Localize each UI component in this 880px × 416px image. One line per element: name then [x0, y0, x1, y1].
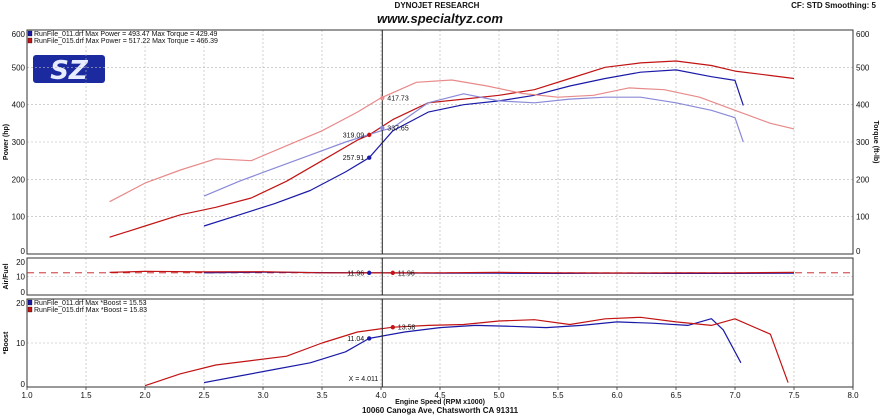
sz-logo: SZ: [33, 55, 105, 86]
y-tick-label: 0: [21, 380, 26, 389]
data-marker: [390, 270, 395, 276]
marker-label: 337.65: [387, 125, 409, 132]
legend-swatch: [27, 37, 33, 44]
sz-logo-text: SZ: [50, 56, 89, 86]
series-line: [109, 270, 795, 274]
y-axis-label: Air/Fuel: [3, 263, 10, 289]
y-tick-label: 600: [12, 30, 26, 39]
y-tick-label: 0: [21, 288, 26, 297]
header-title: DYNOJET RESEARCH: [395, 1, 480, 10]
data-marker: [380, 125, 385, 131]
header-url[interactable]: www.specialtyz.com: [377, 11, 503, 26]
legend-entry: RunFile_015.drf Max *Boost = 15.83: [34, 307, 147, 314]
y-tick-label-right: 300: [856, 138, 870, 147]
data-marker: [367, 132, 372, 138]
header-cf: CF: STD Smoothing: 5: [791, 1, 876, 10]
y-tick-label-right: 100: [856, 213, 870, 222]
panel-frame: [26, 29, 854, 255]
y-tick-label: 10: [16, 339, 25, 348]
data-marker: [367, 270, 372, 276]
y-axis-label-right: Torque (ft-lb): [872, 120, 879, 163]
y-tick-label: 500: [12, 63, 26, 72]
x-tick-label: 7.0: [729, 391, 741, 400]
y-tick-label-right: 0: [856, 247, 861, 256]
x-axis-label: Engine Speed (RPM x1000): [395, 399, 485, 406]
data-marker: [380, 95, 385, 101]
x-tick-label: 5.0: [493, 391, 505, 400]
y-tick-label: 20: [16, 299, 25, 308]
cursor-value-label: X = 4.011: [349, 376, 379, 383]
y-axis-label: *Boost: [3, 331, 10, 354]
series-line: [109, 79, 795, 203]
series-line: [203, 69, 744, 227]
legend-entry: RunFile_011.drf Max *Boost = 15.53: [34, 300, 147, 307]
legend-swatch: [27, 306, 33, 313]
y-tick-label: 10: [16, 273, 25, 282]
legend-entry: RunFile_011.drf Max Power = 493.47 Max T…: [34, 31, 218, 38]
marker-label: 11.04: [347, 336, 364, 343]
x-tick-label: 5.5: [552, 391, 564, 400]
y-tick-label: 300: [12, 138, 26, 147]
series-line: [203, 318, 742, 384]
series-line: [203, 93, 744, 197]
x-tick-label: 4.0: [375, 391, 387, 400]
marker-label: 257.91: [343, 155, 365, 162]
x-tick-label: 1.0: [21, 391, 33, 400]
y-tick-label-right: 500: [856, 63, 870, 72]
panel-frame: [26, 257, 854, 296]
marker-label: 319.09: [343, 132, 365, 139]
marker-label: 417.73: [387, 96, 409, 103]
x-tick-label: 3.5: [316, 391, 328, 400]
x-tick-label: 1.5: [80, 391, 92, 400]
x-tick-label: 4.5: [434, 391, 446, 400]
x-tick-label: 6.0: [611, 391, 623, 400]
y-tick-label-right: 600: [856, 30, 870, 39]
series-line: [109, 60, 795, 238]
y-tick-label-right: 400: [856, 101, 870, 110]
x-tick-label: 6.5: [670, 391, 682, 400]
x-tick-label: 2.0: [139, 391, 151, 400]
y-tick-label: 100: [12, 213, 26, 222]
x-tick-label: 8.0: [847, 391, 859, 400]
x-tick-label: 2.5: [198, 391, 210, 400]
x-tick-label: 7.5: [788, 391, 800, 400]
y-tick-label: 20: [16, 258, 25, 267]
y-tick-label: 200: [12, 175, 26, 184]
footer-address: 10060 Canoga Ave, Chatsworth CA 91311: [362, 406, 519, 415]
x-tick-label: 3.0: [257, 391, 269, 400]
legend-swatch: [27, 299, 33, 306]
data-marker: [390, 325, 395, 330]
marker-label: 11.96: [347, 270, 364, 277]
legend-entry: RunFile_015.drf Max Power = 517.22 Max T…: [34, 38, 218, 45]
marker-label: 11.96: [398, 270, 415, 277]
data-marker: [367, 155, 372, 160]
data-marker: [367, 336, 372, 341]
y-tick-label: 400: [12, 101, 26, 110]
series-line: [144, 316, 789, 387]
y-tick-label: 0: [21, 247, 26, 256]
legend-swatch: [27, 30, 33, 37]
marker-label: 13.58: [398, 325, 416, 332]
y-tick-label-right: 200: [856, 175, 870, 184]
y-axis-label: Power (hp): [3, 124, 10, 160]
